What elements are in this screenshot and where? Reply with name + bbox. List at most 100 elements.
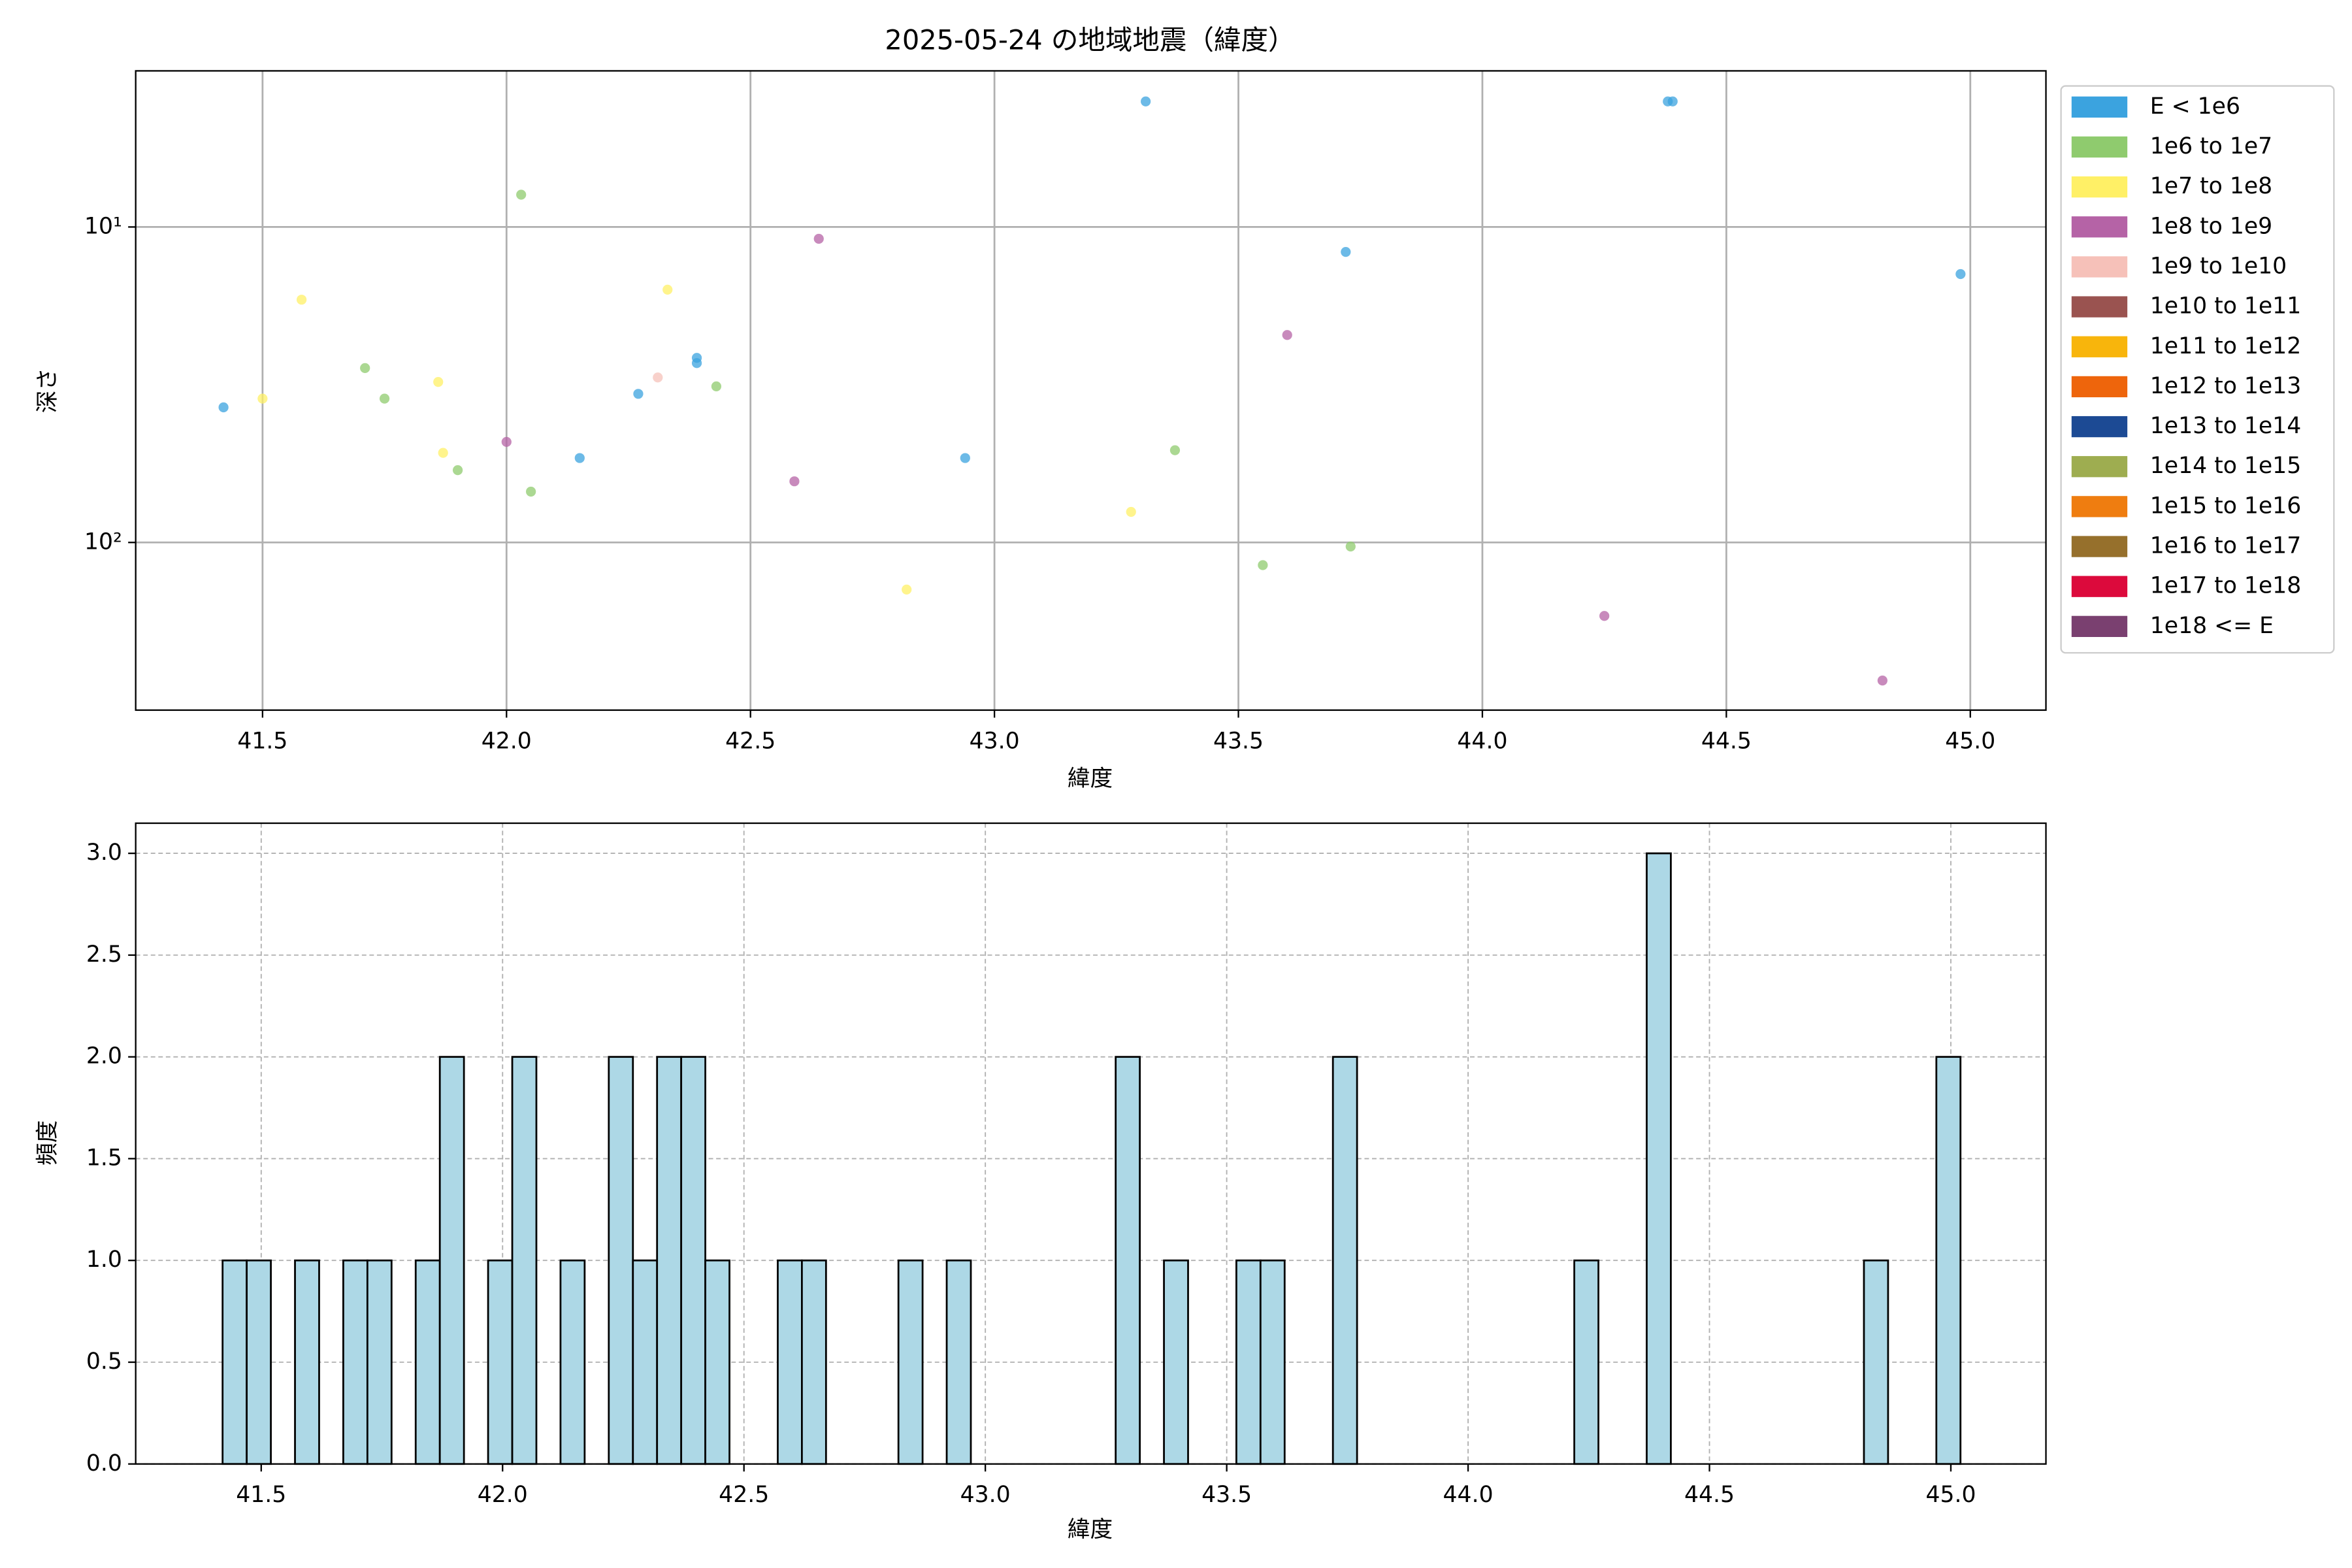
point — [257, 393, 268, 404]
y-tick-label: 2.5 — [86, 941, 122, 968]
x-tick-label: 44.5 — [1684, 1482, 1735, 1508]
x-tick-label: 45.0 — [1945, 728, 1995, 754]
point — [1126, 506, 1136, 517]
bar — [656, 1056, 683, 1465]
point — [516, 189, 527, 200]
bar — [559, 1259, 586, 1465]
legend-label: 1e6 to 1e7 — [2150, 133, 2272, 159]
point — [789, 476, 800, 487]
point — [1169, 445, 1181, 455]
bar — [294, 1259, 320, 1465]
bar — [342, 1259, 368, 1465]
point — [1258, 560, 1268, 570]
point — [1599, 611, 1610, 621]
bar — [414, 1259, 441, 1465]
legend-swatch — [2071, 336, 2128, 357]
legend-label: 1e16 to 1e17 — [2150, 533, 2301, 559]
point — [902, 584, 912, 595]
point — [633, 389, 644, 399]
bar — [1863, 1259, 1889, 1465]
x-tick-label: 43.0 — [960, 1482, 1011, 1508]
legend-swatch — [2071, 456, 2128, 478]
point — [379, 393, 390, 404]
legend-label: 1e18 <= E — [2150, 613, 2274, 639]
legend-swatch — [2071, 496, 2128, 517]
y-tick-label: 10² — [84, 529, 122, 555]
bar — [221, 1259, 248, 1465]
x-tick-label: 44.0 — [1443, 1482, 1494, 1508]
point — [501, 436, 512, 447]
bar — [511, 1056, 538, 1465]
plot-frame — [135, 70, 2047, 711]
legend-swatch — [2071, 96, 2128, 118]
legend-label: 1e9 to 1e10 — [2150, 253, 2287, 279]
point — [1955, 269, 1966, 280]
bar — [1259, 1259, 1286, 1465]
x-tick-label: 43.5 — [1201, 1482, 1252, 1508]
y-tick-label: 0.0 — [86, 1450, 122, 1477]
point — [452, 465, 463, 476]
bar — [632, 1259, 659, 1465]
x-tick-label: 44.5 — [1701, 728, 1752, 754]
legend-swatch — [2071, 176, 2128, 198]
x-axis-label: 緯度 — [1068, 766, 1113, 792]
bar — [1163, 1259, 1189, 1465]
y-tick-label: 1.0 — [86, 1247, 122, 1273]
x-tick-label: 43.0 — [970, 728, 1020, 754]
bar — [680, 1056, 706, 1465]
point — [1667, 96, 1678, 106]
x-tick-label: 42.5 — [725, 728, 776, 754]
point — [1877, 676, 1887, 686]
point — [360, 363, 370, 373]
bar — [608, 1056, 634, 1465]
legend-label: 1e8 to 1e9 — [2150, 213, 2272, 239]
legend-label: E < 1e6 — [2150, 93, 2240, 120]
legend-label: 1e12 to 1e13 — [2150, 373, 2301, 399]
legend-label: 1e11 to 1e12 — [2150, 333, 2301, 359]
legend-swatch — [2071, 376, 2128, 398]
point — [813, 233, 824, 244]
x-tick-label: 41.5 — [237, 728, 287, 754]
bar — [897, 1259, 924, 1465]
legend-label: 1e7 to 1e8 — [2150, 173, 2272, 199]
point — [691, 358, 702, 368]
bar — [1115, 1056, 1141, 1465]
y-tick-label: 3.0 — [86, 840, 122, 866]
legend-swatch — [2071, 216, 2128, 238]
bar — [704, 1259, 730, 1465]
y-tick-label: 1.5 — [86, 1145, 122, 1171]
point — [1341, 247, 1351, 257]
legend-swatch — [2071, 576, 2128, 597]
legend-box — [2060, 85, 2335, 654]
legend-swatch — [2071, 536, 2128, 557]
legend-label: 1e10 to 1e11 — [2150, 293, 2301, 319]
legend-swatch — [2071, 256, 2128, 278]
x-tick-label: 42.0 — [482, 728, 532, 754]
y-tick-label: 0.5 — [86, 1348, 122, 1375]
point — [711, 381, 722, 391]
legend-swatch — [2071, 615, 2128, 637]
legend-swatch — [2071, 296, 2128, 318]
point — [653, 372, 663, 383]
point — [960, 453, 970, 463]
bar — [945, 1259, 972, 1465]
point — [438, 448, 448, 458]
bar — [366, 1259, 393, 1465]
point — [662, 284, 673, 295]
x-tick-label: 44.0 — [1457, 728, 1507, 754]
legend-swatch — [2071, 136, 2128, 158]
point — [574, 453, 585, 463]
point — [218, 402, 229, 413]
legend-swatch — [2071, 416, 2128, 438]
bar — [438, 1056, 465, 1465]
x-tick-label: 41.5 — [236, 1482, 286, 1508]
x-tick-label: 45.0 — [1925, 1482, 1976, 1508]
point — [1345, 541, 1356, 552]
legend-label: 1e17 to 1e18 — [2150, 573, 2301, 599]
bar — [777, 1259, 803, 1465]
x-tick-label: 43.5 — [1213, 728, 1264, 754]
y-axis-label: 頻度 — [35, 1120, 61, 1166]
x-tick-label: 42.5 — [719, 1482, 769, 1508]
